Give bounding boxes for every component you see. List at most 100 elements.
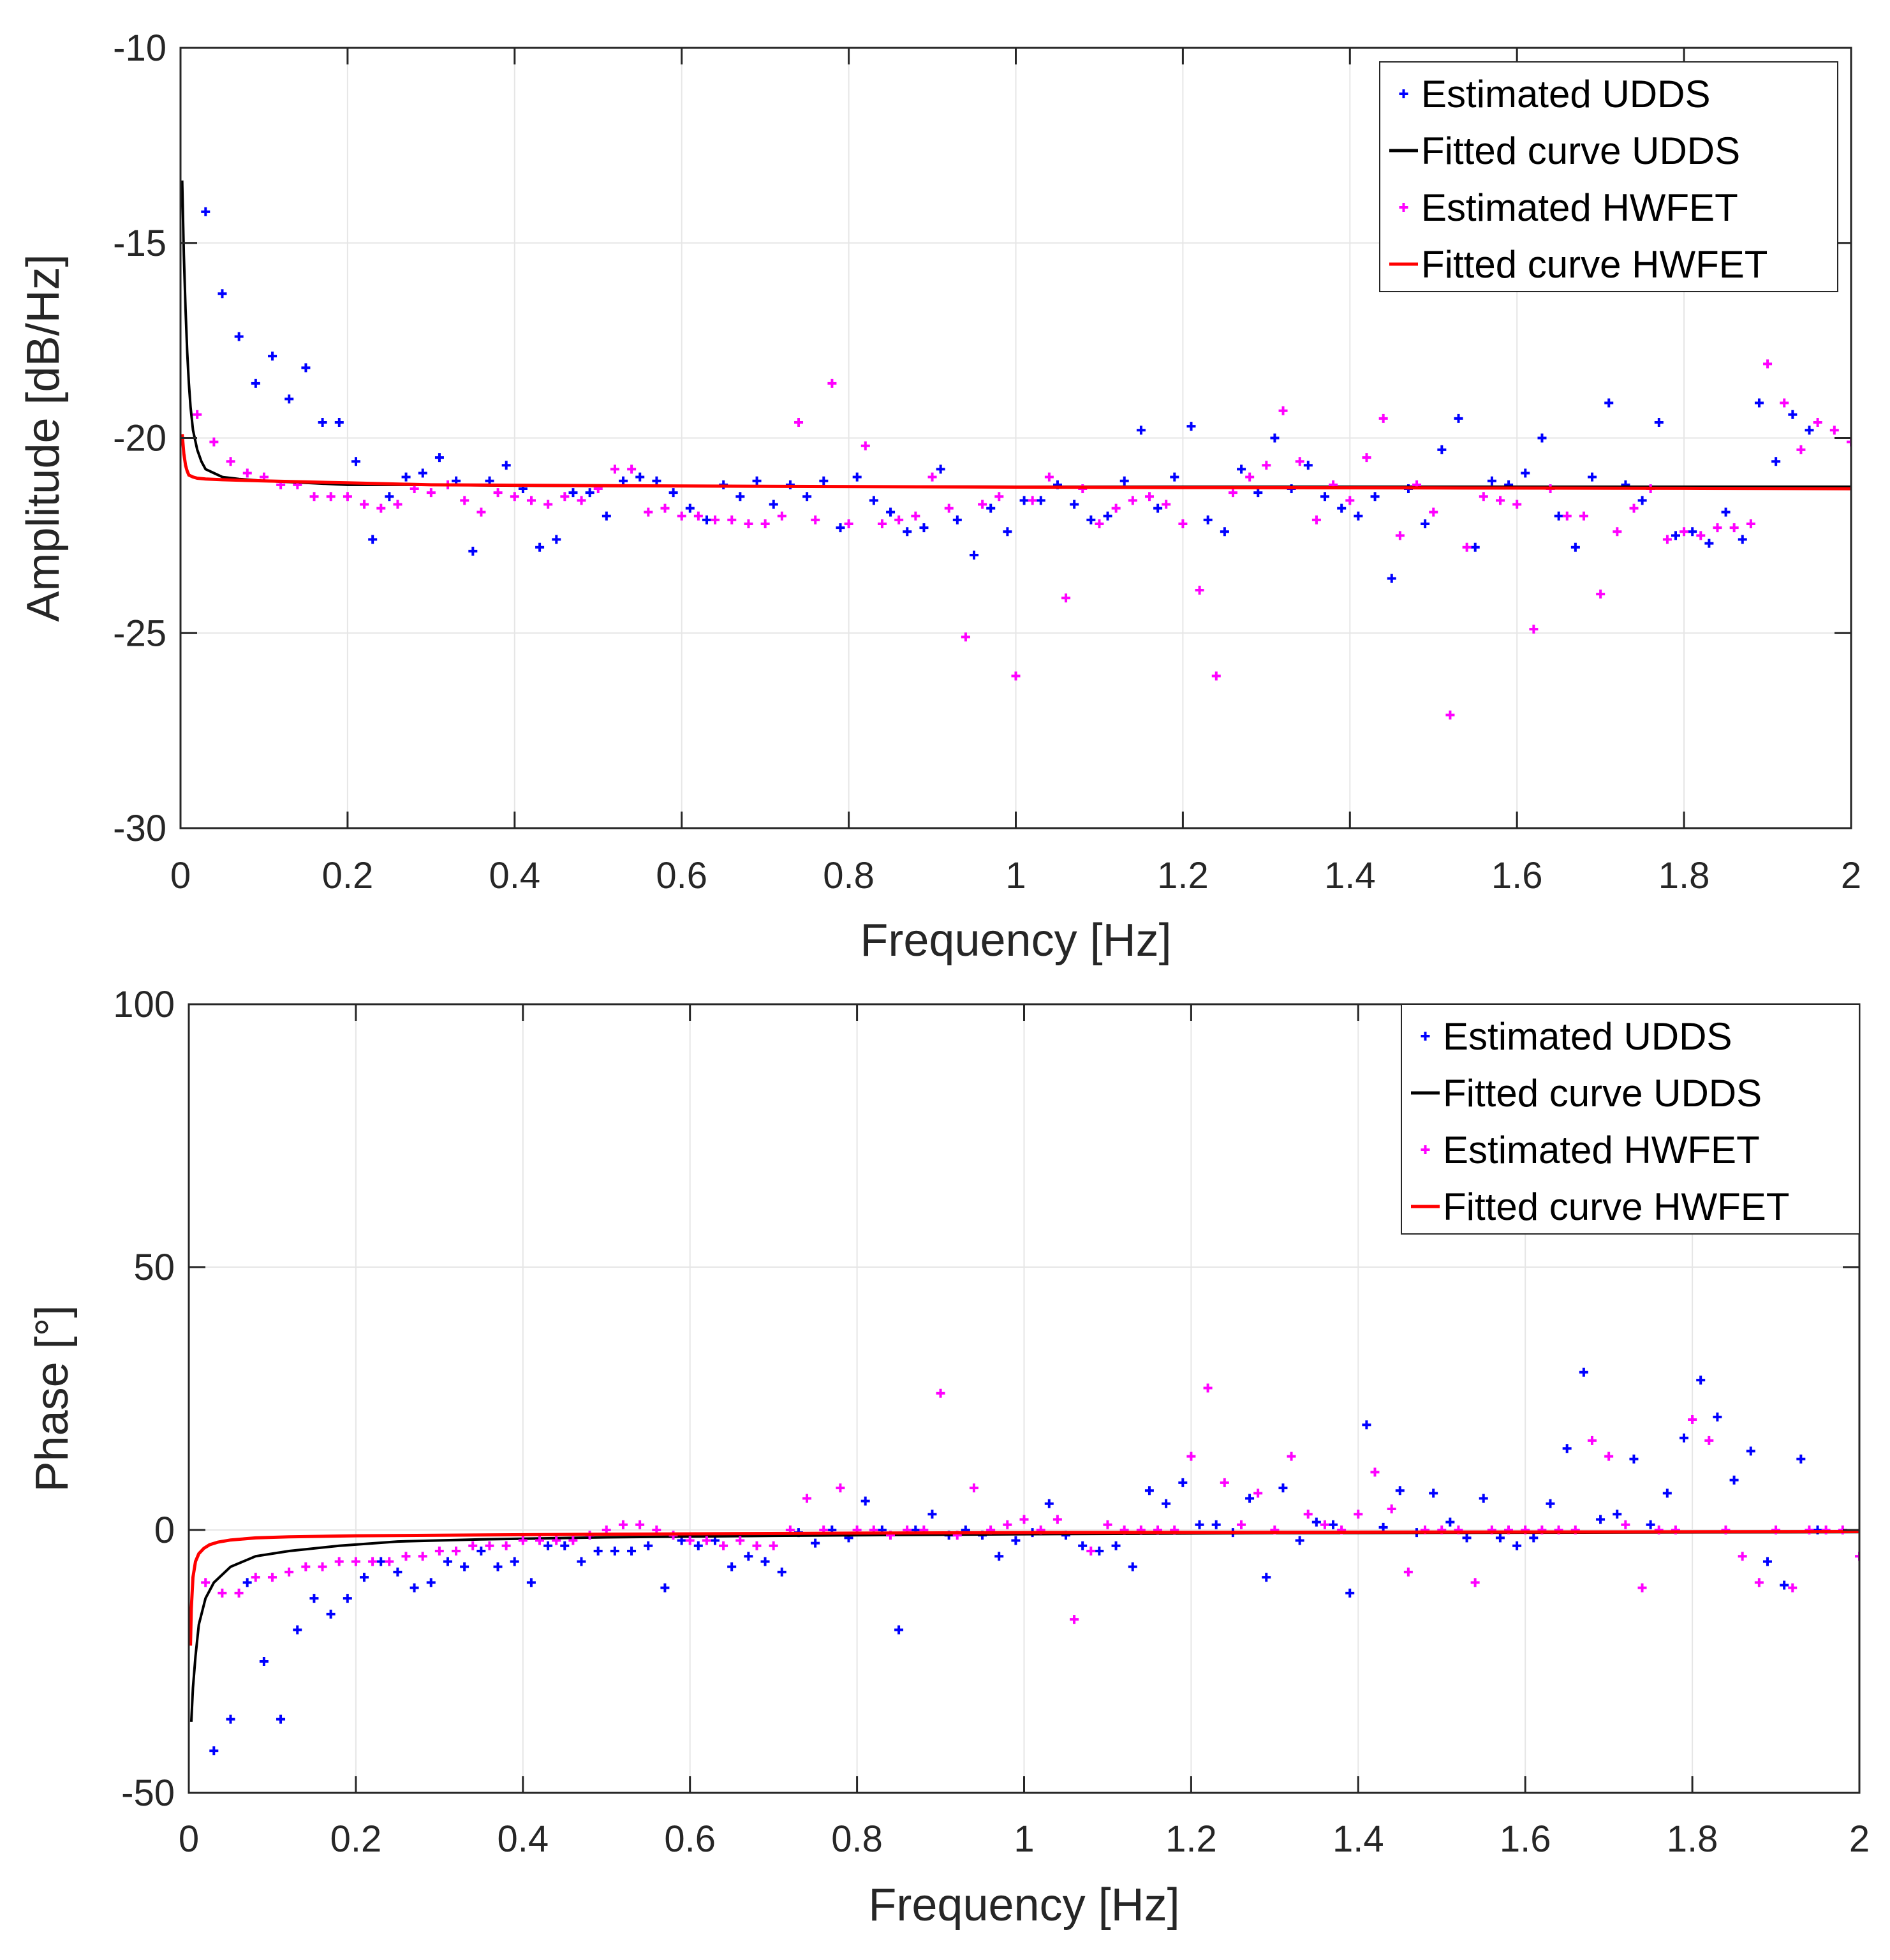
estimated-udds-point [852, 472, 862, 482]
estimated-udds-point [1570, 542, 1580, 552]
estimated-udds-point [376, 1557, 386, 1566]
estimated-udds-point [1796, 1454, 1806, 1464]
estimated-hwfet-point [526, 496, 536, 505]
estimated-hwfet-point [836, 1483, 845, 1493]
estimated-hwfet-point [1111, 503, 1121, 513]
estimated-hwfet-point [1680, 527, 1689, 537]
estimated-udds-point [1596, 1515, 1606, 1524]
estimated-udds-point [418, 468, 427, 478]
estimated-udds-point [652, 476, 661, 486]
estimated-hwfet-point [1746, 519, 1755, 529]
estimated-hwfet-point [1796, 445, 1806, 454]
estimated-hwfet-point [501, 1541, 511, 1550]
estimated-udds-point [1421, 519, 1430, 529]
estimated-hwfet-point [518, 1536, 528, 1545]
estimated-hwfet-point [1596, 590, 1606, 599]
legend-marker [1399, 203, 1408, 212]
estimated-udds-point [1153, 503, 1163, 513]
estimated-udds-point [1186, 422, 1196, 431]
estimated-udds-point [1529, 1533, 1539, 1543]
estimated-hwfet-point [627, 464, 637, 474]
estimated-udds-point [326, 1609, 336, 1619]
x-tick-label: 0.6 [656, 855, 707, 896]
estimated-hwfet-point [309, 492, 319, 501]
x-tick-label: 0 [179, 1818, 199, 1860]
estimated-hwfet-point [1019, 1515, 1029, 1524]
estimated-udds-point [644, 1541, 653, 1550]
estimated-udds-point [1762, 1557, 1772, 1566]
estimated-hwfet-point [844, 519, 853, 529]
legend-label: Fitted curve UDDS [1443, 1072, 1762, 1115]
estimated-hwfet-point [493, 488, 503, 498]
estimated-hwfet-point [802, 1494, 812, 1503]
estimated-hwfet-point [1829, 426, 1839, 435]
estimated-hwfet-point [1178, 519, 1188, 529]
estimated-hwfet-point [811, 515, 820, 524]
estimated-hwfet-point [301, 1562, 311, 1571]
estimated-udds-point [226, 1714, 235, 1724]
estimated-udds-point [443, 1557, 452, 1566]
legend-marker [1421, 1032, 1430, 1041]
estimated-hwfet-point [1186, 1451, 1196, 1461]
estimated-hwfet-point [961, 632, 970, 642]
estimated-hwfet-point [1303, 1510, 1313, 1519]
estimated-udds-point [560, 1541, 570, 1550]
estimated-hwfet-point [543, 500, 553, 509]
estimated-udds-point [1162, 1499, 1171, 1508]
estimated-udds-point [1070, 500, 1079, 509]
estimated-hwfet-point [1295, 457, 1304, 466]
estimated-hwfet-point [1613, 527, 1622, 537]
estimated-hwfet-point [794, 418, 804, 427]
estimated-udds-point [1721, 507, 1731, 517]
estimated-hwfet-point [752, 1541, 762, 1550]
estimated-hwfet-point [1754, 1578, 1764, 1587]
estimated-udds-point [668, 488, 678, 498]
estimated-hwfet-point [1370, 1467, 1380, 1477]
estimated-udds-point [209, 1746, 219, 1756]
y-tick-label: -30 [113, 808, 166, 849]
estimated-udds-point [1637, 496, 1647, 505]
estimated-hwfet-point [1637, 1583, 1647, 1592]
x-tick-label: 1 [1014, 1818, 1034, 1860]
estimated-hwfet-point [452, 1546, 461, 1555]
estimated-udds-point [760, 1557, 770, 1566]
estimated-udds-point [1262, 1573, 1271, 1582]
estimated-hwfet-point [1052, 1515, 1062, 1524]
estimated-udds-point [1086, 515, 1096, 524]
x-tick-label: 0.4 [489, 855, 540, 896]
estimated-hwfet-point [251, 1573, 260, 1582]
estimated-udds-point [936, 464, 945, 474]
estimated-udds-point [1345, 1588, 1355, 1598]
estimated-udds-point [1245, 1494, 1255, 1503]
estimated-udds-point [693, 1541, 703, 1550]
estimated-udds-point [1036, 496, 1045, 505]
y-tick-label: 100 [113, 984, 175, 1025]
estimated-udds-point [1537, 433, 1547, 443]
x-tick-label: 1.2 [1165, 1818, 1217, 1860]
estimated-udds-point [1629, 1454, 1639, 1464]
estimated-udds-point [1646, 1520, 1655, 1529]
estimated-hwfet-point [1354, 1510, 1363, 1519]
estimated-udds-point [1696, 1376, 1706, 1385]
estimated-hwfet-point [393, 500, 402, 509]
estimated-udds-point [1437, 445, 1447, 454]
estimated-hwfet-point [1070, 1615, 1079, 1624]
estimated-udds-point [1487, 476, 1496, 486]
estimated-hwfet-point [552, 1536, 561, 1545]
estimated-hwfet-point [343, 492, 352, 501]
estimated-hwfet-point [1429, 507, 1438, 517]
estimated-hwfet-point [218, 1588, 227, 1598]
legend-label: Fitted curve HWFET [1421, 243, 1768, 286]
estimated-udds-point [1303, 461, 1313, 470]
estimated-hwfet-point [610, 464, 619, 474]
x-axis-title: Frequency [Hz] [860, 915, 1171, 966]
estimated-hwfet-point [618, 1520, 628, 1529]
x-tick-label: 1.2 [1157, 855, 1209, 896]
estimated-hwfet-point [577, 496, 586, 505]
estimated-udds-point [627, 1546, 637, 1555]
estimated-udds-point [218, 289, 227, 299]
estimated-udds-point [510, 1557, 519, 1566]
estimated-hwfet-point [1387, 1504, 1396, 1514]
estimated-udds-point [1295, 1536, 1304, 1545]
estimated-udds-point [1680, 1433, 1688, 1443]
